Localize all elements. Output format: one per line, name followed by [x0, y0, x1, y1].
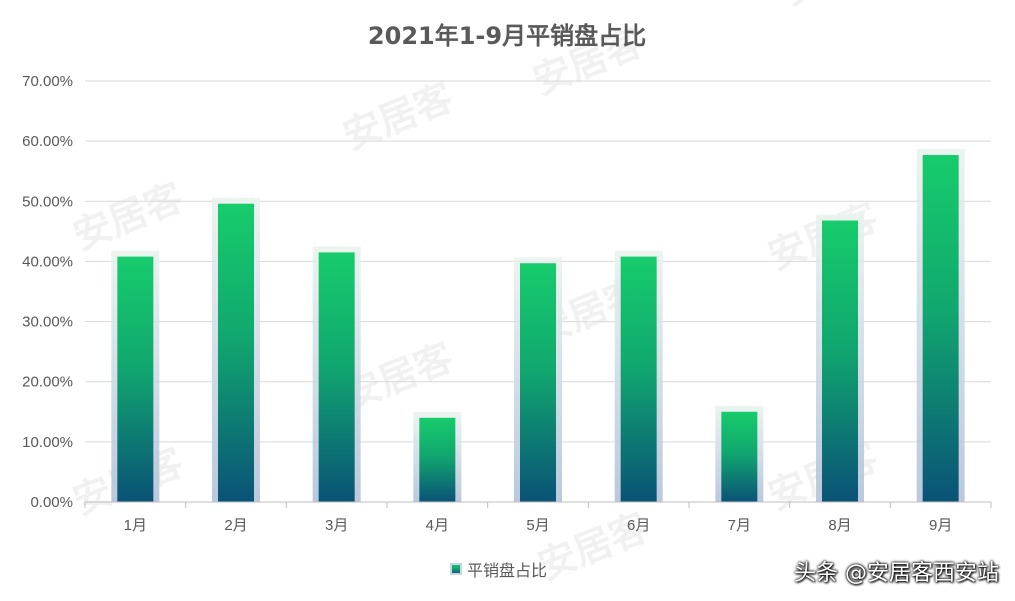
- x-tick-label: 3月: [325, 517, 348, 534]
- x-tick-label: 6月: [627, 517, 650, 534]
- legend-label: 平销盘占比: [467, 561, 547, 580]
- x-tick-label: 8月: [828, 517, 851, 534]
- y-tick-label: 40.00%: [22, 253, 73, 270]
- bar: [922, 154, 959, 502]
- x-tick-label: 1月: [124, 517, 147, 534]
- bar: [520, 263, 556, 502]
- bar: [218, 203, 254, 503]
- x-tick-label: 9月: [929, 517, 952, 534]
- x-tick-label: 5月: [526, 517, 549, 534]
- bar: [620, 256, 657, 502]
- y-tick-label: 0.00%: [30, 494, 73, 511]
- bar: [318, 252, 355, 502]
- legend: 平销盘占比: [450, 561, 547, 580]
- y-tick-label: 10.00%: [22, 434, 73, 451]
- bar: [117, 256, 154, 502]
- x-tick-label: 7月: [728, 517, 751, 534]
- y-axis-ticks: 0.00% 10.00% 20.00% 30.00% 40.00% 50.00% 60.00…: [22, 73, 73, 511]
- chart-title: 2021年1-9月平销盘占比: [368, 22, 646, 50]
- watermark-stamp: 安居客: [337, 75, 459, 159]
- x-tick-label: 2月: [224, 517, 247, 534]
- x-axis: [84, 501, 992, 508]
- bar: [822, 220, 858, 502]
- legend-swatch: [450, 563, 462, 575]
- bar: [721, 411, 758, 502]
- y-tick-label: 20.00%: [22, 374, 73, 391]
- watermark-stamp: 安居客: [67, 175, 189, 259]
- x-axis-ticks: 1月 2月 3月 4月 5月 6月 7月 8月 9月: [124, 517, 953, 534]
- y-tick-label: 70.00%: [22, 73, 73, 90]
- watermark-layer: 安居客安居客安居客安居客安居客安居客安居客安居客安居客安居客: [67, 0, 899, 588]
- watermark-stamp: 安居客: [777, 0, 899, 13]
- source-credit: 头条 @安居客西安站: [794, 561, 999, 586]
- y-tick-label: 30.00%: [22, 314, 73, 331]
- y-tick-label: 60.00%: [22, 133, 73, 150]
- y-tick-label: 50.00%: [22, 193, 73, 210]
- bars: [117, 154, 959, 503]
- x-tick-label: 4月: [426, 517, 449, 534]
- bar: [419, 417, 456, 502]
